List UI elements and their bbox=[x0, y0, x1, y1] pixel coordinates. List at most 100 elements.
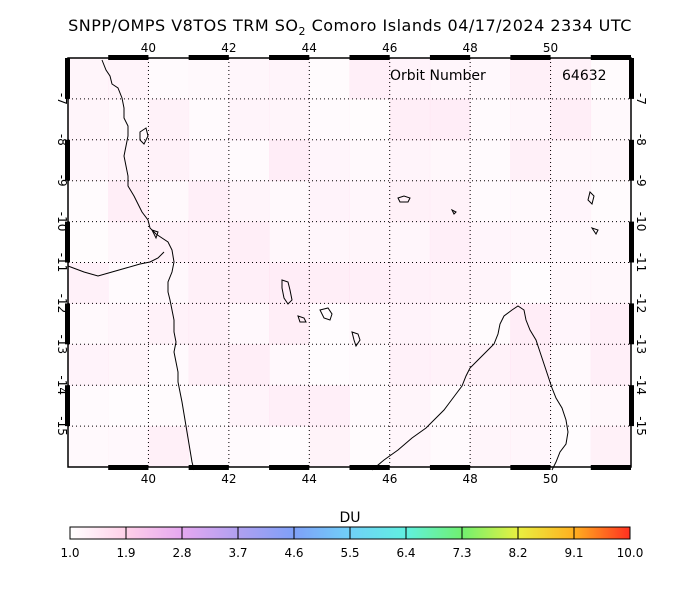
lon-label-top: 44 bbox=[302, 41, 317, 55]
colorbar-ticks: 1.0 1.9 2.8 3.7 4.6 5.5 6.4 7.3 8.2 9.1 10.0 bbox=[60, 527, 643, 560]
so2-tile bbox=[389, 221, 431, 263]
so2-tile bbox=[349, 98, 391, 141]
so2-tile bbox=[148, 221, 190, 263]
so2-tile bbox=[349, 303, 391, 345]
so2-tile bbox=[68, 98, 109, 141]
so2-tile bbox=[349, 139, 391, 182]
lon-label-top: 46 bbox=[382, 41, 397, 55]
colorbar-tick-label: 1.0 bbox=[60, 546, 79, 560]
lat-label-left: -8 bbox=[55, 134, 69, 146]
so2-tile bbox=[108, 139, 149, 182]
so2-tile bbox=[349, 58, 391, 100]
so2-tile bbox=[309, 58, 350, 100]
frame-lon-segment bbox=[269, 55, 310, 60]
colorbar-tick-label: 2.8 bbox=[172, 546, 191, 560]
so2-tile bbox=[68, 262, 109, 304]
so2-tile bbox=[269, 426, 310, 468]
so2-tile bbox=[148, 180, 190, 223]
so2-tile bbox=[269, 58, 310, 100]
island-cosmoledo bbox=[450, 208, 457, 215]
so2-tile bbox=[590, 426, 632, 468]
colorbar-tick-label: 9.1 bbox=[564, 546, 583, 560]
coastline-mozambique-border bbox=[67, 251, 165, 277]
so2-tile bbox=[470, 98, 511, 141]
so2-tile bbox=[108, 98, 149, 141]
so2-tile bbox=[550, 98, 592, 141]
so2-tile bbox=[510, 58, 551, 100]
so2-tile bbox=[550, 58, 592, 100]
so2-tile bbox=[228, 221, 270, 263]
so2-tile bbox=[228, 385, 270, 427]
so2-background-tiles bbox=[68, 58, 632, 468]
so2-tile bbox=[148, 98, 190, 141]
so2-tile bbox=[349, 262, 391, 304]
so2-tile bbox=[510, 385, 551, 427]
lat-label-left: -12 bbox=[55, 294, 69, 314]
lat-label-right: -9 bbox=[634, 175, 648, 187]
lon-label-bottom: 44 bbox=[302, 472, 317, 486]
lat-label-right: -15 bbox=[634, 416, 648, 436]
frame-lon-segment bbox=[188, 55, 229, 60]
colorbar-tick-label: 5.5 bbox=[340, 546, 359, 560]
frame-lat-segment bbox=[629, 221, 634, 263]
grid-lines bbox=[68, 58, 631, 467]
so2-tile bbox=[68, 426, 109, 468]
island-mayotte bbox=[351, 331, 361, 348]
lat-label-right: -7 bbox=[634, 93, 648, 105]
frame-lat-segment bbox=[65, 303, 70, 345]
so2-tile bbox=[188, 58, 230, 100]
so2-tile bbox=[108, 58, 149, 100]
lon-label-bottom: 46 bbox=[382, 472, 397, 486]
so2-tile bbox=[510, 98, 551, 141]
so2-tile bbox=[349, 180, 391, 223]
so2-tile bbox=[148, 139, 190, 182]
lat-label-left: -13 bbox=[55, 334, 69, 354]
so2-tile bbox=[188, 426, 230, 468]
so2-tile bbox=[108, 344, 149, 386]
so2-tile bbox=[108, 262, 149, 304]
coastline-africa bbox=[101, 59, 195, 471]
so2-tile bbox=[590, 221, 632, 263]
frame-lon-segment bbox=[349, 55, 390, 60]
so2-tile bbox=[550, 344, 592, 386]
island-farquhar bbox=[590, 227, 599, 235]
so2-tile bbox=[550, 180, 592, 223]
so2-tile bbox=[590, 262, 632, 304]
so2-tile bbox=[269, 221, 310, 263]
lon-label-bottom: 42 bbox=[221, 472, 236, 486]
so2-tile bbox=[309, 221, 350, 263]
so2-tile bbox=[429, 58, 471, 100]
so2-tile bbox=[148, 58, 190, 100]
frame-lon-segment bbox=[108, 465, 149, 470]
so2-tile bbox=[309, 344, 350, 386]
so2-tile bbox=[470, 303, 511, 345]
so2-tile bbox=[188, 221, 230, 263]
frame-lon-segment bbox=[510, 465, 551, 470]
so2-tile bbox=[389, 344, 431, 386]
frame-lon-segment bbox=[188, 465, 229, 470]
so2-tile bbox=[429, 426, 471, 468]
so2-tile bbox=[429, 180, 471, 223]
lon-label-top: 48 bbox=[463, 41, 478, 55]
island-mafia bbox=[151, 229, 159, 240]
so2-tile bbox=[389, 98, 431, 141]
so2-tile bbox=[389, 262, 431, 304]
title-prefix: SNPP/OMPS V8TOS TRM SO bbox=[68, 16, 299, 35]
so2-tile bbox=[429, 98, 471, 141]
so2-tile bbox=[269, 385, 310, 427]
so2-tile bbox=[349, 344, 391, 386]
so2-tile bbox=[188, 385, 230, 427]
lon-label-bottom: 50 bbox=[543, 472, 558, 486]
so2-tile bbox=[309, 385, 350, 427]
so2-tile bbox=[470, 385, 511, 427]
so2-tile bbox=[108, 385, 149, 427]
so2-tile bbox=[510, 221, 551, 263]
island-aldabra bbox=[397, 195, 411, 203]
so2-tile bbox=[429, 385, 471, 427]
so2-tile bbox=[228, 303, 270, 345]
so2-tile bbox=[470, 344, 511, 386]
so2-tile bbox=[550, 262, 592, 304]
lat-label-right: -11 bbox=[634, 253, 648, 273]
so2-tile bbox=[269, 262, 310, 304]
title-subscript: 2 bbox=[298, 25, 306, 39]
